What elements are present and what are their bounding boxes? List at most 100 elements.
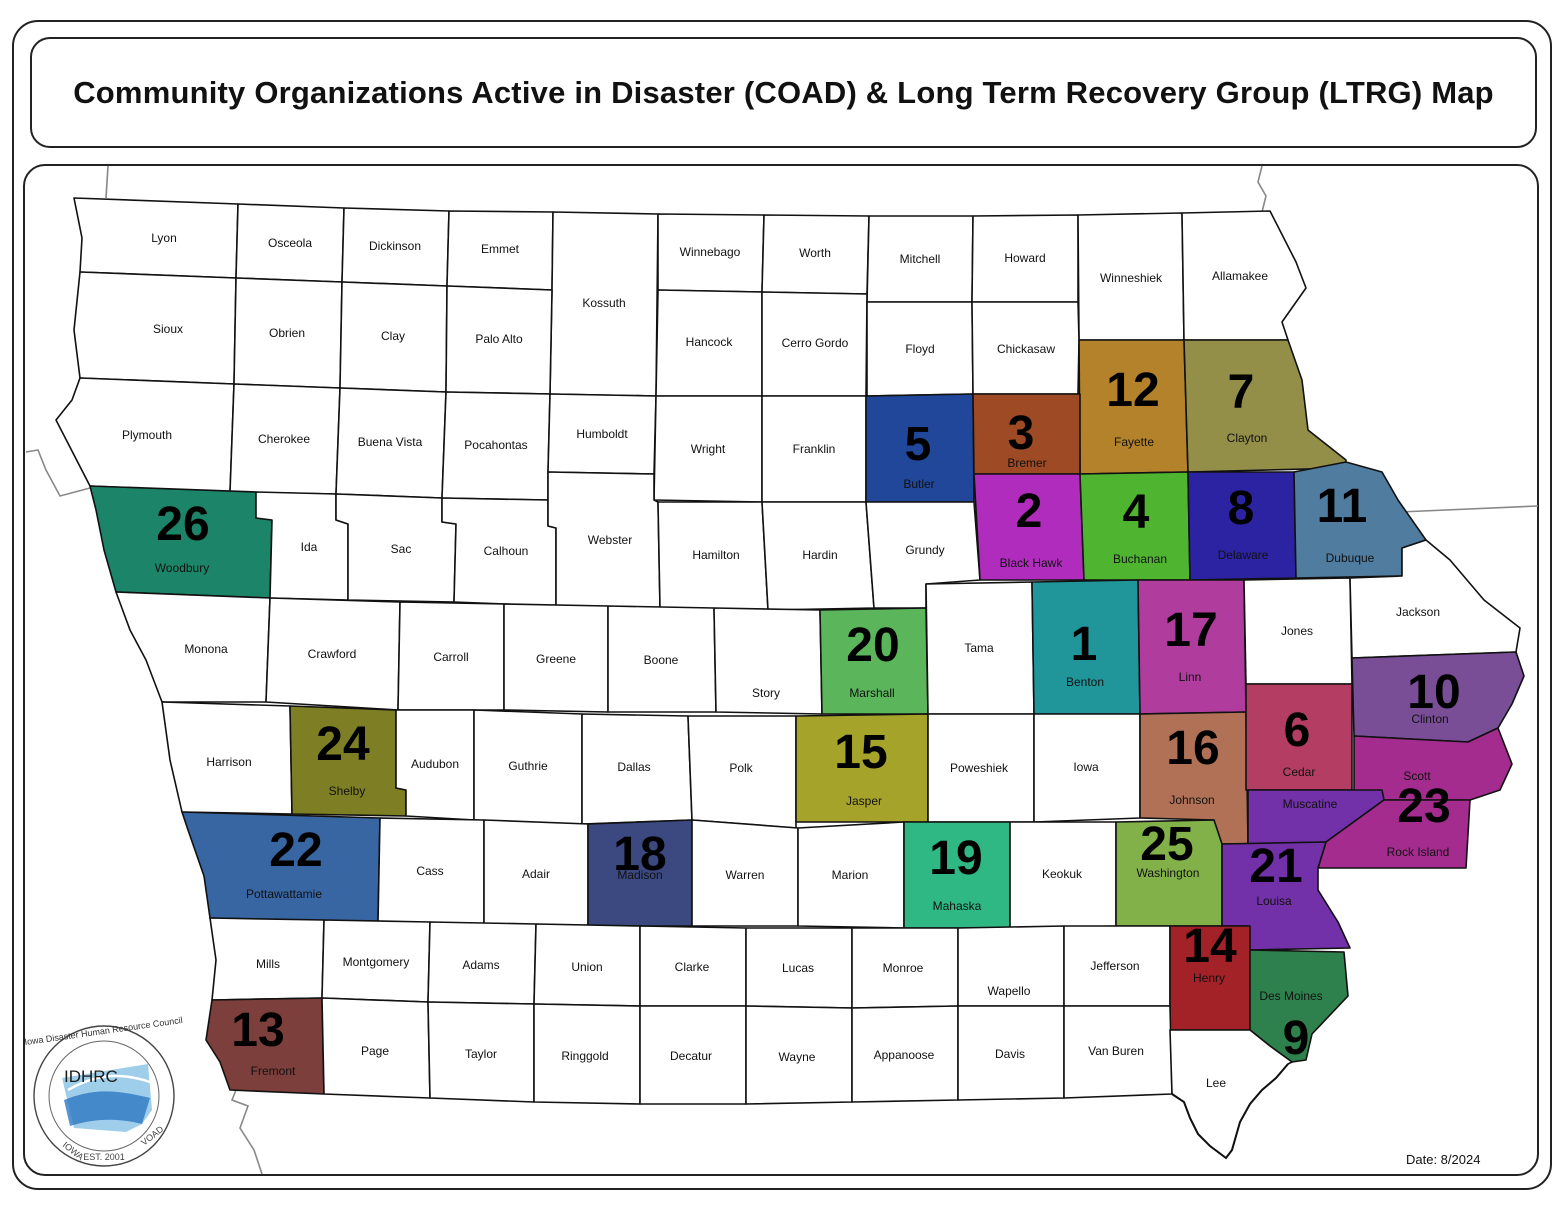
map-date: Date: 8/2024 <box>1406 1152 1481 1167</box>
county-label-washington: Washington <box>1137 866 1200 880</box>
group-number-24: 24 <box>316 718 370 771</box>
county-label-sac: Sac <box>391 542 412 556</box>
county-label-jefferson: Jefferson <box>1090 959 1139 973</box>
county-label-scott: Scott <box>1403 769 1431 783</box>
county-label-page: Page <box>361 1044 389 1058</box>
group-number-10: 10 <box>1407 666 1460 719</box>
county-label-davis: Davis <box>995 1047 1025 1061</box>
county-label-greene: Greene <box>536 652 576 666</box>
county-label-lyon: Lyon <box>151 231 177 245</box>
county-label-carroll: Carroll <box>433 650 468 664</box>
map-frame <box>23 164 1539 1176</box>
county-label-cerro-gordo: Cerro Gordo <box>782 336 849 350</box>
county-label-cherokee: Cherokee <box>258 432 310 446</box>
county-label-howard: Howard <box>1004 251 1045 265</box>
group-number-5: 5 <box>905 418 932 471</box>
county-label-ida: Ida <box>301 540 318 554</box>
county-label-taylor: Taylor <box>465 1047 497 1061</box>
county-label-lucas: Lucas <box>782 961 814 975</box>
logo-text: IDHRC <box>64 1067 118 1086</box>
county-label-wayne: Wayne <box>779 1050 816 1064</box>
group-number-15: 15 <box>834 726 887 779</box>
county-label-black-hawk: Black Hawk <box>1000 556 1064 570</box>
county-label-iowa: Iowa <box>1073 760 1099 774</box>
county-label-monroe: Monroe <box>883 961 924 975</box>
county-label-buena-vista: Buena Vista <box>358 435 423 449</box>
county-label-chickasaw: Chickasaw <box>997 342 1055 356</box>
county-label-sioux: Sioux <box>153 322 183 336</box>
county-label-henry: Henry <box>1193 971 1225 985</box>
group-number-20: 20 <box>846 619 899 672</box>
group-number-21: 21 <box>1249 840 1302 893</box>
group-number-13: 13 <box>231 1004 284 1057</box>
county-label-calhoun: Calhoun <box>484 544 529 558</box>
group-number-17: 17 <box>1164 604 1217 657</box>
county-label-bremer: Bremer <box>1007 456 1046 470</box>
county-label-woodbury: Woodbury <box>155 561 209 575</box>
county-label-tama: Tama <box>964 641 994 655</box>
county-label-madison: Madison <box>617 868 662 882</box>
group-number-14: 14 <box>1183 920 1237 973</box>
county-label-cedar: Cedar <box>1283 765 1316 779</box>
county-label-keokuk: Keokuk <box>1042 867 1083 881</box>
county-label-montgomery: Montgomery <box>343 955 410 969</box>
county-label-appanoose: Appanoose <box>874 1048 935 1062</box>
county-label-benton: Benton <box>1066 675 1104 689</box>
county-label-worth: Worth <box>799 246 831 260</box>
county-label-crawford: Crawford <box>308 647 357 661</box>
county-label-wright: Wright <box>691 442 726 456</box>
group-number-19: 19 <box>929 832 982 885</box>
county-label-linn: Linn <box>1179 670 1202 684</box>
county-label-winnebago: Winnebago <box>680 245 741 259</box>
county-label-fayette: Fayette <box>1114 435 1154 449</box>
county-label-guthrie: Guthrie <box>508 759 548 773</box>
county-label-plymouth: Plymouth <box>122 428 172 442</box>
county-label-harrison: Harrison <box>206 755 251 769</box>
county-label-louisa: Louisa <box>1256 894 1292 908</box>
county-label-wapello: Wapello <box>988 984 1031 998</box>
outer-frame <box>12 20 1552 1190</box>
county-label-boone: Boone <box>644 653 679 667</box>
county-label-winneshiek: Winneshiek <box>1100 271 1163 285</box>
county-label-jones: Jones <box>1281 624 1313 638</box>
group-number-7: 7 <box>1228 366 1255 419</box>
county-label-adair: Adair <box>522 867 550 881</box>
neighbor-state-lines <box>25 165 1539 1175</box>
county-label-story: Story <box>752 686 780 700</box>
group-number-11: 11 <box>1317 480 1368 533</box>
county-label-monona: Monona <box>184 642 228 656</box>
county-label-grundy: Grundy <box>905 543 944 557</box>
county-label-union: Union <box>571 960 602 974</box>
county-label-hardin: Hardin <box>802 548 837 562</box>
county-label-kossuth: Kossuth <box>582 296 625 310</box>
county-lee <box>1169 1029 1293 1159</box>
county-label-audubon: Audubon <box>411 757 459 771</box>
county-label-franklin: Franklin <box>793 442 836 456</box>
idhrc-logo: IDHRC Iowa Disaster Human Resource Counc… <box>24 1015 183 1167</box>
county-label-jasper: Jasper <box>846 794 882 808</box>
county-label-rock-island: Rock Island <box>1387 845 1450 859</box>
county-label-dickinson: Dickinson <box>369 239 421 253</box>
group-number-3: 3 <box>1008 407 1035 460</box>
county-label-obrien: Obrien <box>269 326 305 340</box>
county-label-webster: Webster <box>588 533 632 547</box>
county-label-clay: Clay <box>381 329 405 343</box>
group-number-26: 26 <box>156 498 209 551</box>
county-label-mills: Mills <box>256 957 280 971</box>
county-label-fremont: Fremont <box>251 1064 296 1078</box>
group-number-18: 18 <box>613 828 666 881</box>
county-label-van-buren: Van Buren <box>1088 1044 1144 1058</box>
county-label-dallas: Dallas <box>617 760 650 774</box>
group-number-6: 6 <box>1284 704 1311 757</box>
county-label-muscatine: Muscatine <box>1283 797 1338 811</box>
group-number-12: 12 <box>1106 364 1159 417</box>
county-label-palo-alto: Palo Alto <box>475 332 523 346</box>
logo-est-text: EST. 2001 <box>83 1152 125 1162</box>
county-label-emmet: Emmet <box>481 242 520 256</box>
county-label-poweshiek: Poweshiek <box>950 761 1009 775</box>
group-number-16: 16 <box>1166 722 1219 775</box>
county-label-humboldt: Humboldt <box>576 427 628 441</box>
county-label-buchanan: Buchanan <box>1113 552 1167 566</box>
county-clayton <box>1183 339 1347 473</box>
